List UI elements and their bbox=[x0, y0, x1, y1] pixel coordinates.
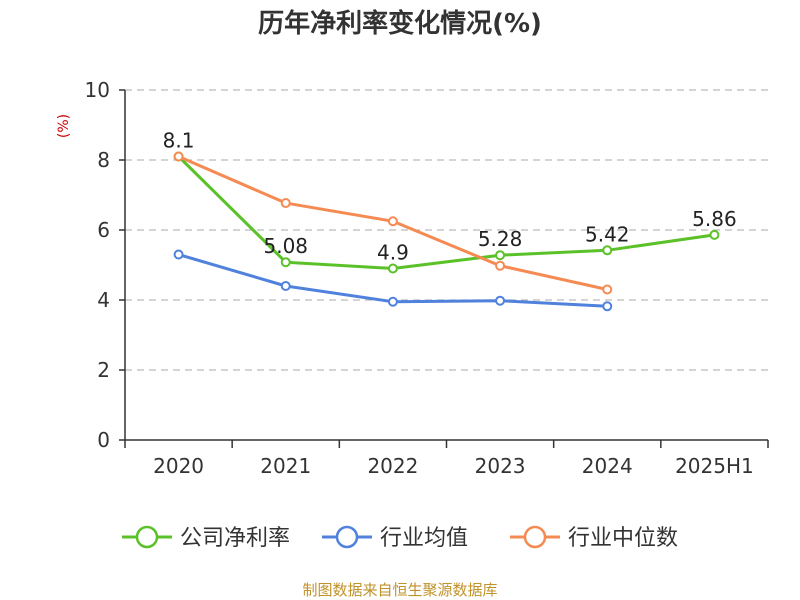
y-tick-label: 10 bbox=[85, 78, 110, 102]
series-lines bbox=[173, 151, 720, 312]
data-point bbox=[602, 284, 613, 295]
data-point bbox=[602, 301, 613, 312]
data-label: 8.1 bbox=[163, 129, 195, 153]
chart-title: 历年净利率变化情况(%) bbox=[258, 8, 542, 39]
grid-lines bbox=[125, 89, 768, 371]
legend-label: 行业均值 bbox=[380, 526, 468, 551]
series-line-0 bbox=[177, 155, 715, 270]
x-tick-label: 2020 bbox=[153, 454, 204, 478]
data-point bbox=[280, 198, 291, 209]
data-label: 5.42 bbox=[585, 222, 630, 246]
x-tick-label: 2024 bbox=[582, 454, 633, 478]
legend-marker-icon bbox=[523, 525, 547, 549]
data-point bbox=[173, 249, 184, 260]
data-point bbox=[602, 245, 613, 256]
data-label: 4.9 bbox=[377, 241, 409, 265]
axes: 0 2 4 6 8 10 2020 2021 2022 2023 2024 2025H1 bbox=[85, 78, 769, 478]
data-point bbox=[280, 281, 291, 291]
data-point bbox=[387, 263, 398, 274]
legend-marker-icon bbox=[335, 525, 359, 549]
data-labels: 8.1 5.08 4.9 5.28 5.42 5.86 bbox=[163, 129, 737, 265]
y-tick-label: 2 bbox=[97, 358, 110, 382]
source-note: 制图数据来自恒生聚源数据库 bbox=[302, 581, 497, 599]
legend-label: 公司净利率 bbox=[180, 526, 290, 551]
legend[interactable]: 公司净利率 行业均值 行业中位数 bbox=[122, 525, 678, 551]
legend-item-0[interactable]: 公司净利率 bbox=[122, 525, 290, 551]
legend-marker-icon bbox=[135, 525, 159, 549]
data-point bbox=[280, 257, 291, 268]
data-label: 5.86 bbox=[692, 207, 737, 231]
x-tick-label: 2022 bbox=[367, 454, 418, 478]
y-tick-label: 0 bbox=[97, 428, 110, 452]
data-point bbox=[387, 216, 398, 227]
data-point bbox=[387, 296, 398, 307]
data-point bbox=[495, 295, 506, 306]
data-point bbox=[495, 260, 506, 271]
data-point bbox=[173, 151, 184, 162]
y-tick-label: 6 bbox=[97, 218, 110, 242]
y-axis-unit: (%) bbox=[56, 114, 72, 138]
x-tick-label: 2023 bbox=[475, 454, 526, 478]
legend-item-2[interactable]: 行业中位数 bbox=[510, 525, 678, 551]
y-tick-label: 8 bbox=[97, 148, 110, 172]
y-tick-label: 4 bbox=[97, 288, 110, 312]
x-tick-label: 2025H1 bbox=[675, 454, 754, 478]
data-label: 5.08 bbox=[263, 234, 308, 258]
data-label: 5.28 bbox=[478, 227, 523, 251]
legend-item-1[interactable]: 行业均值 bbox=[322, 525, 468, 551]
data-point bbox=[495, 250, 506, 261]
x-tick-label: 2021 bbox=[260, 454, 311, 478]
data-point bbox=[709, 229, 720, 240]
legend-label: 行业中位数 bbox=[568, 526, 678, 551]
